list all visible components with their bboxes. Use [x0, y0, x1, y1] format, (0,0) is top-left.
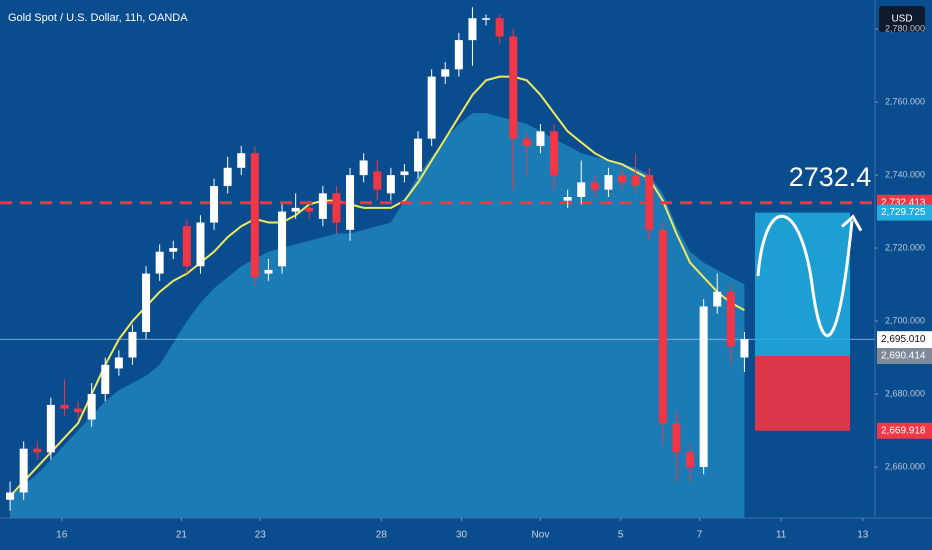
candle-body — [672, 423, 681, 453]
x-tick-label: 13 — [857, 530, 869, 541]
candle-body — [169, 248, 178, 252]
candle-body — [740, 339, 749, 358]
y-tick-label: 2,700.000 — [885, 315, 925, 325]
x-tick-label: 28 — [376, 530, 388, 541]
candle-body — [359, 160, 368, 176]
candle-body — [33, 448, 42, 453]
candle-body — [563, 196, 572, 201]
candle-body — [454, 40, 463, 70]
candle-body — [318, 193, 327, 219]
candle-body — [631, 175, 640, 187]
candle-body — [223, 167, 232, 187]
price-label: 2,669.918 — [881, 425, 926, 436]
x-tick-label: 7 — [697, 530, 703, 541]
target-annotation: 2732.4 — [789, 162, 872, 192]
projection-curve — [756, 214, 854, 338]
price-label: 2,729.725 — [881, 207, 926, 218]
candle-body — [237, 153, 246, 168]
candle-body — [128, 331, 137, 358]
candle-body — [414, 138, 423, 172]
candle-body — [291, 207, 300, 212]
candle-body — [713, 291, 722, 307]
price-label-box — [877, 422, 932, 439]
price-label: 2,695.010 — [881, 334, 926, 345]
candle-body — [87, 393, 96, 420]
candle-body — [373, 171, 382, 190]
candle-body — [196, 222, 205, 267]
currency-button-label[interactable]: USD — [891, 14, 912, 25]
candle-body — [604, 175, 613, 190]
y-tick-label: 2,760.000 — [885, 97, 925, 107]
y-tick-label: 2,780.000 — [885, 24, 925, 34]
candle-body — [250, 153, 259, 278]
y-tick-label: 2,680.000 — [885, 388, 925, 398]
candle-body — [550, 131, 559, 176]
x-tick-label: 16 — [56, 530, 68, 541]
candle-body — [536, 131, 545, 146]
x-tick-label: 30 — [456, 530, 468, 541]
candle-body — [114, 357, 123, 369]
stop-zone — [755, 355, 850, 431]
area — [10, 113, 745, 518]
currency-button[interactable] — [879, 6, 925, 32]
x-tick-label: 5 — [618, 530, 624, 541]
candle-body — [441, 69, 450, 77]
x-tick-label: 11 — [776, 530, 787, 541]
candle-body — [509, 36, 518, 139]
x-tick-label: 21 — [176, 530, 188, 541]
target-zone — [755, 212, 850, 356]
candle-body — [645, 175, 654, 230]
candle-body — [6, 492, 15, 500]
y-tick-label: 2,740.000 — [885, 169, 925, 179]
candle-body — [142, 273, 151, 332]
candle-body — [155, 251, 164, 274]
candle-body — [101, 364, 110, 394]
x-tick-label: Nov — [532, 530, 550, 541]
candle-body — [19, 448, 28, 493]
candle-body — [522, 138, 531, 146]
candle-body — [482, 18, 491, 20]
chart-title: Gold Spot / U.S. Dollar, 11h, OANDA — [8, 12, 188, 24]
price-label-box — [877, 204, 932, 221]
x-tick-label: 23 — [255, 530, 267, 541]
candle-body — [46, 404, 55, 453]
candle-body — [495, 18, 504, 37]
candle-body — [577, 182, 586, 197]
candle-body — [332, 193, 341, 223]
price-label-box — [877, 347, 932, 364]
candle-body — [658, 229, 667, 424]
candle-body — [386, 175, 395, 194]
candle-body — [726, 291, 735, 347]
plot — [0, 7, 875, 518]
candle-body — [74, 408, 83, 413]
candle-body — [305, 207, 314, 212]
candle-body — [699, 306, 708, 467]
candle-body — [182, 226, 191, 267]
candle-body — [686, 452, 695, 467]
candle-body — [468, 18, 477, 41]
candle-body — [264, 269, 273, 274]
candle-body — [590, 182, 599, 190]
y-tick-label: 2,720.000 — [885, 242, 925, 252]
y-tick-label: 2,660.000 — [885, 461, 925, 471]
candle-body — [400, 171, 409, 176]
candle-body — [60, 404, 69, 409]
candle-body — [618, 175, 627, 183]
candle-body — [210, 186, 219, 223]
candle-body — [427, 76, 436, 139]
candle-body — [346, 175, 355, 230]
price-label: 2,690.414 — [881, 351, 926, 362]
candle-body — [278, 211, 287, 267]
moving-average — [9, 75, 745, 497]
price-label: 2,732.413 — [881, 197, 926, 208]
projection-arrow — [840, 214, 863, 232]
